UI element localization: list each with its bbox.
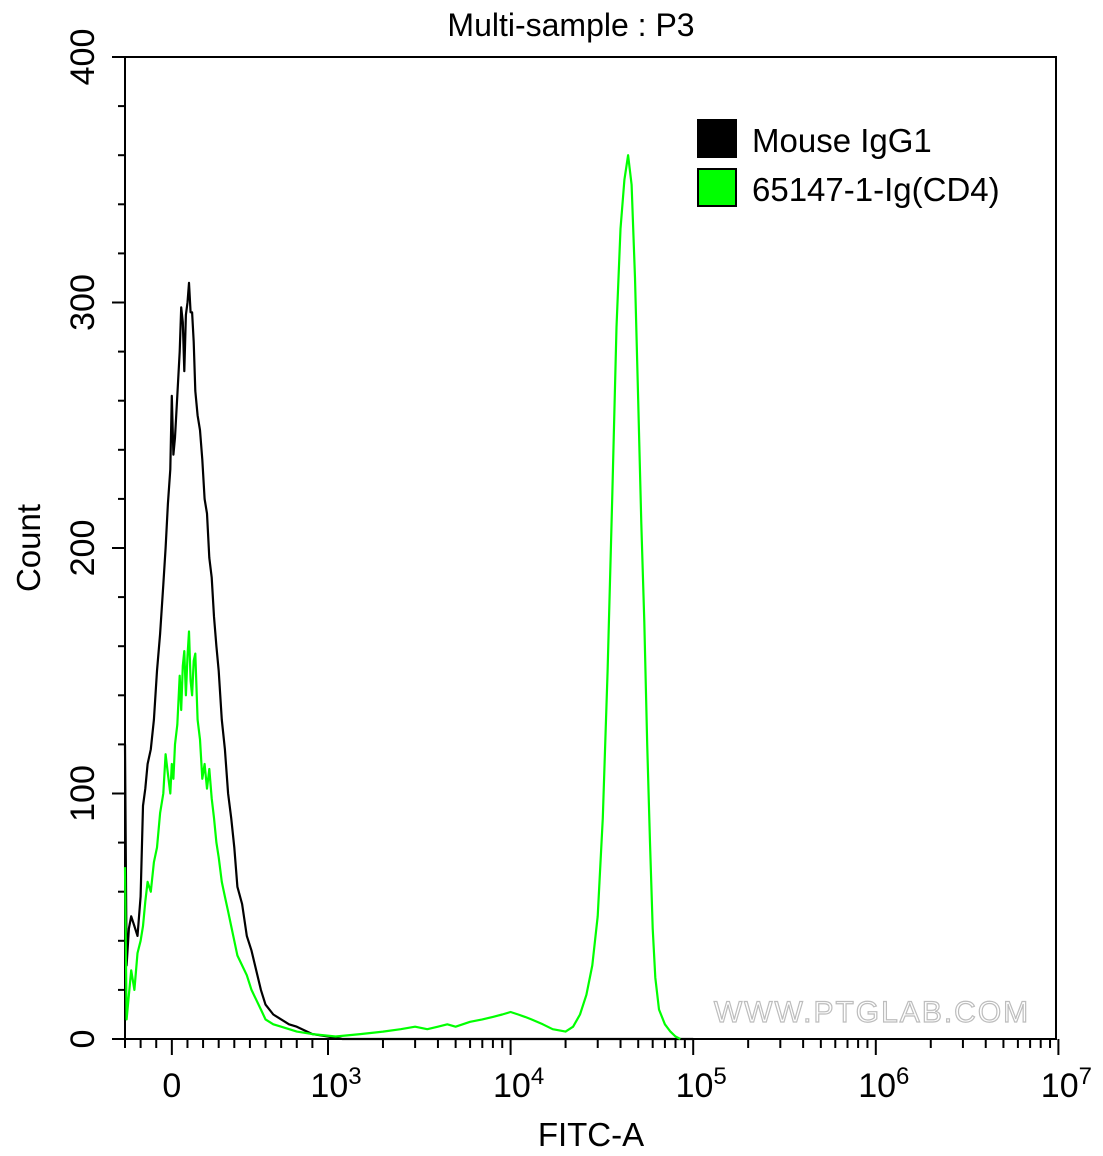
legend-label-mouse-igg1: Mouse IgG1: [752, 122, 932, 159]
legend-label-cd4: 65147-1-Ig(CD4): [752, 171, 1000, 208]
y-tick-label: 0: [64, 1030, 102, 1049]
series-layer: [123, 154, 694, 1041]
x-tick-label: 0: [162, 1067, 181, 1105]
x-axis: 0 103 104 105 106 107: [124, 1039, 1092, 1105]
y-tick-label: 200: [64, 520, 102, 577]
watermark-text: WWW.PTGLAB.COM: [714, 996, 1030, 1029]
x-tick-label: 107: [1041, 1063, 1092, 1105]
legend: Mouse IgG1 65147-1-Ig(CD4): [697, 119, 1000, 208]
x-axis-title: FITC-A: [538, 1116, 644, 1153]
legend-swatch-cd4: [697, 168, 737, 207]
series-line-mouse-igg1: [123, 281, 694, 1041]
x-tick-label: 106: [858, 1063, 909, 1105]
chart-title: Multi-sample : P3: [447, 7, 694, 43]
x-tick-label: 103: [310, 1063, 361, 1105]
y-tick-label: 400: [64, 29, 102, 86]
x-tick-label: 105: [676, 1063, 727, 1105]
y-tick-label: 300: [64, 274, 102, 331]
legend-swatch-mouse-igg1: [697, 119, 737, 158]
series-line-cd4: [123, 154, 681, 1040]
x-tick-label: 104: [493, 1063, 544, 1105]
y-axis: 0 100 200 300 400: [64, 29, 125, 1049]
y-axis-title: Count: [10, 504, 47, 592]
y-tick-label: 100: [64, 765, 102, 822]
